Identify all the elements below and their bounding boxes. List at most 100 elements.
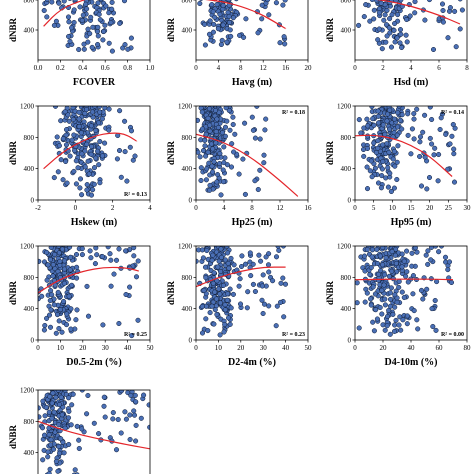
data-point [387,107,393,113]
data-point [96,120,102,126]
data-point [68,422,74,428]
data-point [47,324,54,330]
data-point [133,399,139,405]
data-point [265,262,272,268]
data-point [84,182,90,188]
y-tick-label: 1200 [337,103,352,111]
data-point [394,132,400,138]
data-point [48,437,54,443]
data-point [361,153,367,159]
data-point [392,304,398,310]
data-point [81,41,87,47]
data-point [76,123,82,130]
data-point [61,298,67,305]
data-point [410,291,416,297]
data-point [381,17,387,23]
data-point [52,251,58,258]
y-tick-label: 800 [24,418,35,426]
data-point [97,180,103,186]
data-point [45,449,51,455]
data-point [445,267,451,273]
data-point [383,22,390,28]
data-point [364,186,371,192]
data-point [207,187,213,193]
x-tick-label: 40 [282,344,290,352]
data-point [273,254,280,260]
data-point [47,257,53,263]
x-tick-label: 0 [36,344,40,352]
data-point [127,284,133,290]
data-point [375,120,382,126]
data-point [217,300,223,306]
data-point [451,146,457,152]
data-point [220,3,226,9]
x-tick-label: 0.4 [78,64,87,72]
y-tick-label: 800 [24,0,35,5]
chart-panel-3: 024684008001200Hsd (m)dNBR [325,0,469,88]
data-point [418,287,425,293]
data-point [252,178,258,184]
data-point [103,3,109,9]
data-point [242,191,248,197]
x-axis-label: Hp25 (m) [232,217,273,228]
plot-frame [37,0,151,61]
data-point [383,255,389,261]
data-point [51,446,57,452]
x-tick-label: 0.0 [34,64,43,72]
y-axis-label: dNBR [8,18,18,43]
data-point [226,0,232,3]
data-point [111,271,117,277]
data-point [199,126,206,132]
data-point [106,40,112,46]
data-point [459,7,465,13]
data-point [418,183,425,189]
data-point [225,250,231,256]
x-axis-label: Havg (m) [232,77,272,88]
data-point [385,165,391,171]
data-point [96,11,102,17]
data-point [201,287,207,293]
data-point [257,136,263,142]
y-axis-label: dNBR [8,141,18,166]
data-point [62,390,68,393]
data-point [91,420,97,426]
data-point [57,258,63,264]
data-point [388,188,394,195]
data-point [54,134,60,140]
data-point [218,41,224,48]
data-point [356,117,362,123]
data-point [432,145,438,151]
x-tick-label: 15 [408,204,416,212]
y-tick-label: 0 [31,337,35,345]
data-point [86,171,92,177]
chart-panel-7: 0 10 20 30 40 50 0 400 800 1200 D0.5-2m (%) dNBR R² … [8,243,154,369]
data-point [266,251,272,257]
data-point [371,140,377,146]
data-point [377,304,383,311]
data-point [50,273,56,279]
data-point [277,299,284,305]
data-point [440,7,446,14]
data-point [117,108,123,114]
data-point [398,327,404,333]
data-point [128,35,134,41]
data-point [89,44,95,50]
data-point [227,321,233,327]
data-point [93,155,99,161]
data-point [199,330,206,336]
data-point [433,327,439,333]
data-point [380,122,386,128]
y-axis-label: dNBR [8,425,18,450]
data-point [258,258,264,264]
data-point [40,398,46,404]
x-tick-label: 40 [124,344,132,352]
data-point [70,106,76,111]
data-point [242,120,248,126]
data-point [49,400,55,406]
data-point [204,247,210,254]
data-point [69,25,75,31]
data-point [236,283,242,289]
fit-curve [43,132,138,170]
x-tick-label: 20 [380,344,388,352]
data-point [384,323,390,329]
